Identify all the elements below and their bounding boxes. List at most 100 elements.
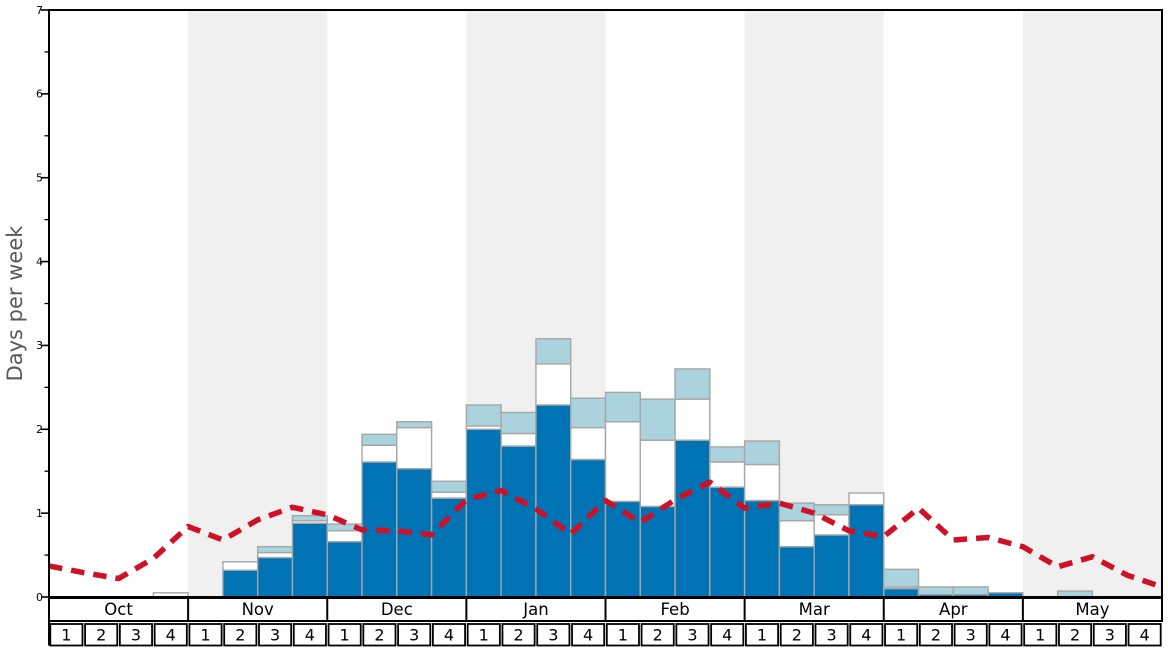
month-label-feb: Feb — [660, 600, 689, 619]
month-label-dec: Dec — [381, 600, 413, 619]
bar-segment-light_blue — [743, 440, 781, 466]
bar-segment-light_blue — [291, 514, 328, 522]
bar-segment-white — [500, 432, 537, 447]
month-band-may — [1022, 11, 1162, 596]
bar-segment-dark_blue — [848, 504, 885, 598]
week-number-label: 2 — [513, 626, 523, 645]
bar-segment-light_blue — [674, 368, 711, 400]
week-cell — [849, 623, 884, 647]
week-number-label: 4 — [722, 626, 732, 645]
bar-segment-dark_blue — [883, 587, 920, 598]
week-cell — [362, 623, 397, 647]
week-number-label: 1 — [479, 626, 489, 645]
bar-segment-dark_blue — [604, 500, 641, 598]
bar-segment-dark_blue — [743, 499, 781, 598]
bar-segment-light_blue — [500, 411, 537, 435]
bar-segment-white — [743, 463, 781, 502]
week-number-label: 2 — [792, 626, 802, 645]
bar-segment-white — [361, 444, 398, 463]
bar-segment-light_blue — [917, 586, 955, 596]
bar-segment-light_blue — [883, 568, 920, 588]
bar-segment-light_blue — [952, 586, 989, 596]
week-number-label: 1 — [896, 626, 906, 645]
week-cell — [918, 623, 953, 647]
week-number-label: 1 — [1035, 626, 1045, 645]
week-cell — [605, 623, 640, 647]
bar-segment-white — [396, 426, 433, 470]
week-cell — [884, 623, 919, 647]
bars-layer — [152, 338, 1094, 598]
week-cell — [431, 623, 466, 647]
week-number-label: 1 — [61, 626, 71, 645]
month-shading-layer — [49, 10, 1162, 597]
week-cell — [466, 623, 501, 647]
week-cell — [1092, 623, 1127, 647]
week-cell — [779, 623, 814, 647]
bar-segment-light_blue — [813, 504, 850, 516]
week-number-label: 4 — [166, 626, 176, 645]
y-tick-label: 5 — [36, 172, 43, 185]
week-cell — [1058, 623, 1093, 647]
bar-segment-white — [604, 421, 641, 503]
calendar-axis-layer: Oct 1 2 3 4 Nov 1 2 3 4 Dec 1 2 3 4 Jan 1 2 3 4 Feb 1 2 3 4 Mar 1 2… — [48, 597, 1163, 647]
week-cell — [84, 623, 119, 647]
week-number-label: 3 — [966, 626, 976, 645]
bar-segment-dark_blue — [291, 522, 328, 598]
week-number-label: 3 — [826, 626, 836, 645]
week-cell — [153, 623, 188, 647]
month-label-oct: Oct — [104, 600, 133, 619]
week-cell — [501, 623, 536, 647]
y-tick-label: 2 — [36, 423, 43, 436]
week-cell — [640, 623, 675, 647]
month-label-jan: Jan — [522, 600, 548, 619]
y-axis-label: Days per week — [3, 225, 27, 382]
bar-segment-white — [709, 461, 746, 488]
bar-segment-light_blue — [604, 391, 641, 423]
red-dashed-line-layer — [48, 479, 1163, 590]
week-cell — [814, 623, 849, 647]
month-label-apr: Apr — [939, 600, 968, 619]
bar-segment-dark_blue — [430, 497, 468, 598]
week-cell — [1127, 623, 1162, 647]
week-cell — [49, 623, 84, 647]
week-cell — [258, 623, 293, 647]
bar-segment-dark_blue — [222, 569, 259, 598]
y-tick-label: 6 — [36, 88, 43, 101]
week-cell — [188, 623, 223, 647]
week-number-label: 2 — [235, 626, 245, 645]
red-dashed-average-line — [48, 479, 1163, 590]
bar-segment-light_blue — [570, 397, 607, 429]
y-tick-label: 1 — [36, 507, 43, 520]
week-cell — [571, 623, 606, 647]
week-number-label: 4 — [1140, 626, 1150, 645]
bar-segment-light_blue — [709, 446, 746, 463]
week-cell — [223, 623, 258, 647]
bar-segment-light_blue — [361, 433, 398, 446]
week-number-label: 1 — [757, 626, 767, 645]
bar-segment-light_blue — [465, 404, 502, 427]
bar-segment-light_blue — [396, 421, 433, 429]
week-cell — [327, 623, 362, 647]
week-number-label: 1 — [200, 626, 210, 645]
bar-segment-dark_blue — [813, 534, 850, 598]
week-number-label: 2 — [931, 626, 941, 645]
week-number-label: 4 — [305, 626, 315, 645]
bar-segment-white — [535, 363, 572, 406]
week-number-label: 3 — [687, 626, 697, 645]
week-number-label: 4 — [861, 626, 871, 645]
bar-segment-light_blue — [256, 545, 294, 554]
week-number-label: 1 — [618, 626, 628, 645]
bar-segment-dark_blue — [535, 404, 572, 598]
bar-segment-dark_blue — [326, 540, 363, 598]
week-cell — [745, 623, 780, 647]
week-cell — [710, 623, 745, 647]
bar-segment-dark_blue — [778, 545, 815, 598]
week-cell — [675, 623, 710, 647]
month-label-mar: Mar — [799, 600, 830, 619]
week-number-label: 2 — [96, 626, 106, 645]
bar-segment-dark_blue — [674, 439, 711, 598]
y-tick-label: 3 — [36, 339, 43, 352]
bar-segment-white — [639, 439, 676, 508]
y-tick-label: 7 — [36, 4, 43, 17]
